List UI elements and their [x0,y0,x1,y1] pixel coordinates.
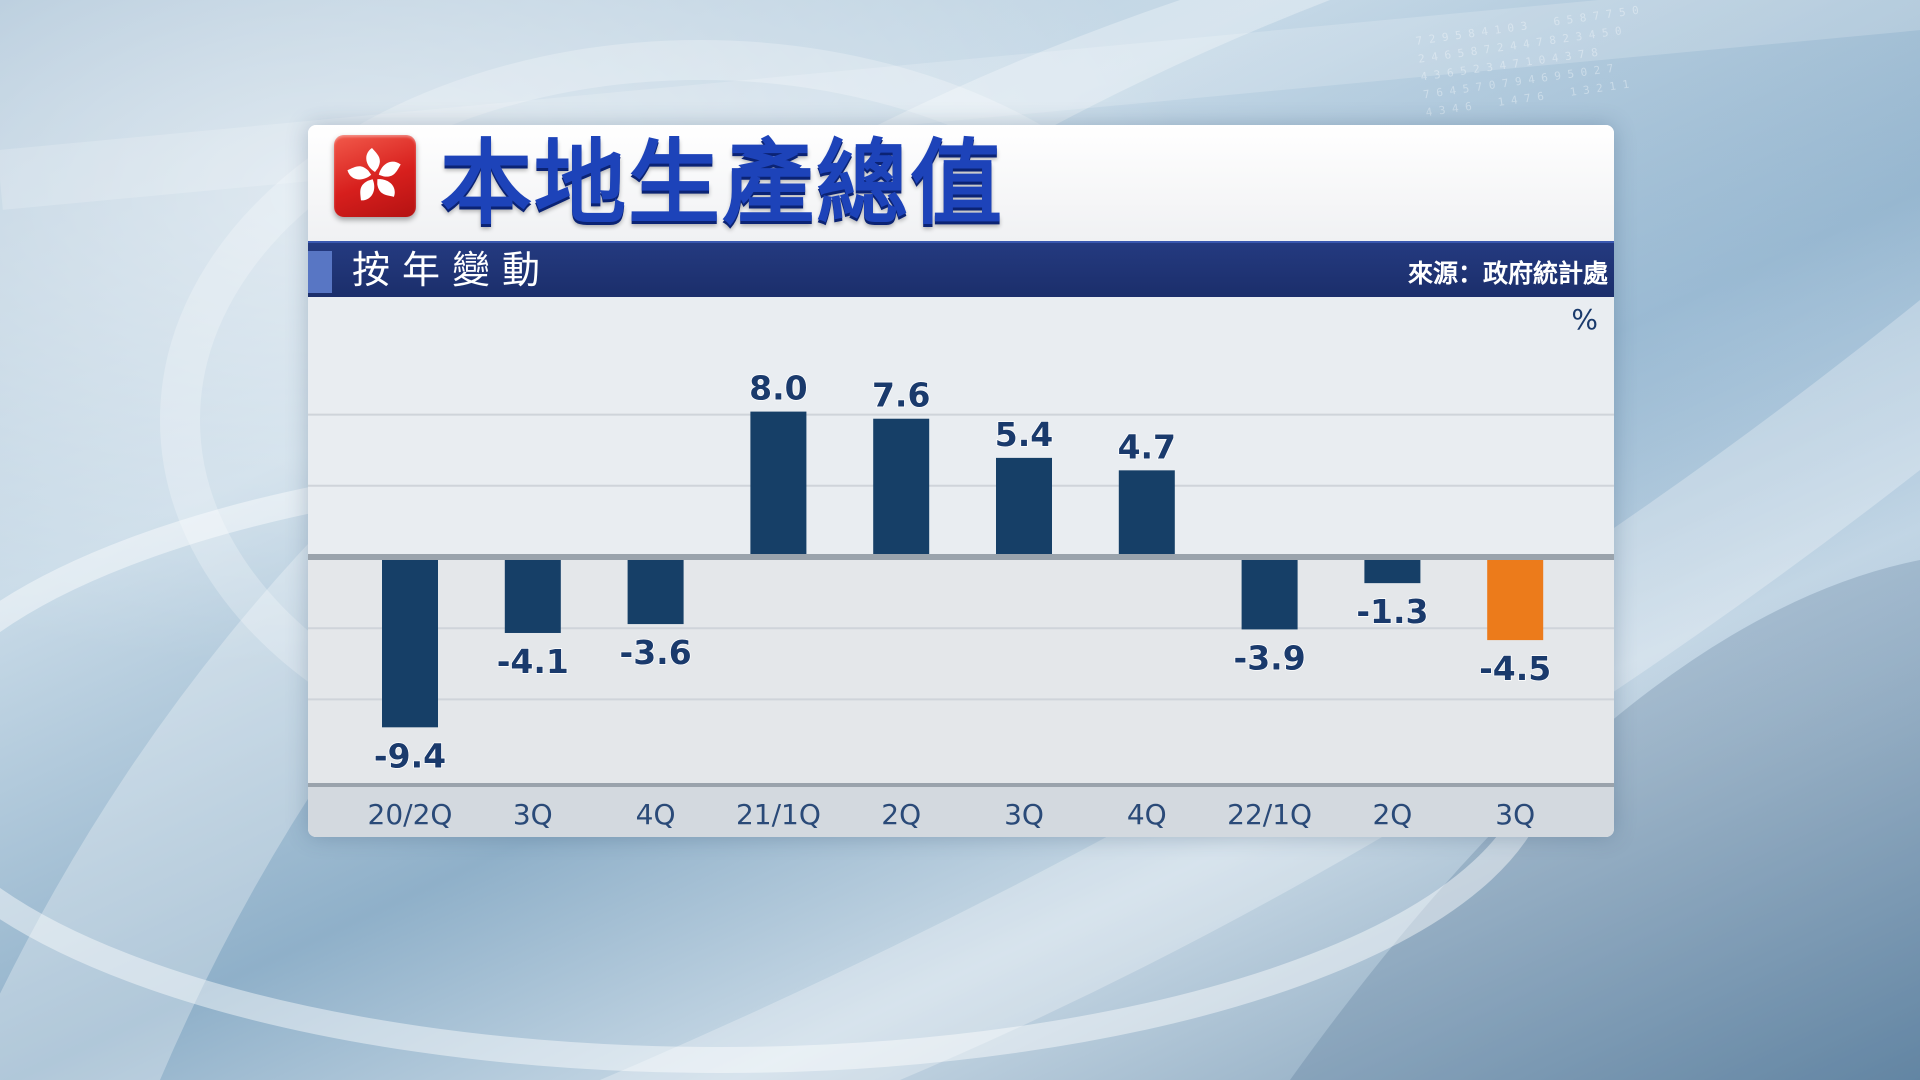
plot-area-upper [308,297,1614,557]
chart-title: 本地生產總值 [440,130,1005,237]
bar [627,560,684,625]
data-label: -3.6 [620,633,692,672]
subtitle-bar: 按年變動 來源：政府統計處 [308,241,1614,299]
data-label: 5.4 [995,415,1053,454]
data-label: 4.7 [1118,427,1176,466]
x-tick-label: 3Q [1495,798,1535,831]
bar [1241,560,1298,630]
bar [873,418,930,554]
bauhinia-icon [347,148,401,201]
x-tick-label: 21/1Q [736,798,821,831]
chart-plot: % -9.4 20/2Q -4.1 3Q -3.6 4Q 8.0 21/1Q 7.6 2Q 5.4 3Q… [308,297,1614,837]
x-axis-band [308,787,1614,837]
x-tick-label: 4Q [1127,798,1167,831]
data-label: -1.3 [1356,592,1428,631]
data-label: -4.5 [1479,649,1551,688]
source-note: 來源：政府統計處 [1407,259,1608,288]
x-tick-label: 2Q [1372,798,1412,831]
bar [1364,560,1421,584]
x-tick-label: 2Q [881,798,921,831]
bar [382,560,438,728]
bar [1118,470,1175,554]
data-label: 7.6 [872,376,930,415]
data-label: -9.4 [374,736,446,775]
x-axis-line [308,783,1614,787]
y-unit-label: % [1571,303,1598,336]
title-bar: 本地生產總值 [308,125,1614,241]
zero-line [308,554,1614,560]
chart-subtitle: 按年變動 [352,248,553,292]
x-tick-label: 20/2Q [368,798,453,831]
bar [1487,560,1544,641]
x-tick-label: 3Q [513,798,553,831]
data-label: -4.1 [497,642,569,681]
bar [504,560,561,633]
chart-panel: 本地生產總值 按年變動 來源：政府統計處 % -9.4 20/2Q -4.1 3Q -3.… [308,125,1614,837]
x-tick-label: 3Q [1004,798,1044,831]
x-tick-label: 22/1Q [1227,798,1312,831]
data-label: -3.9 [1234,638,1306,677]
hong-kong-flag-icon [334,135,416,217]
subtitle-accent [308,251,332,293]
bar [750,411,807,554]
bar [996,457,1052,554]
data-label: 8.0 [749,369,807,408]
x-tick-label: 4Q [636,798,676,831]
